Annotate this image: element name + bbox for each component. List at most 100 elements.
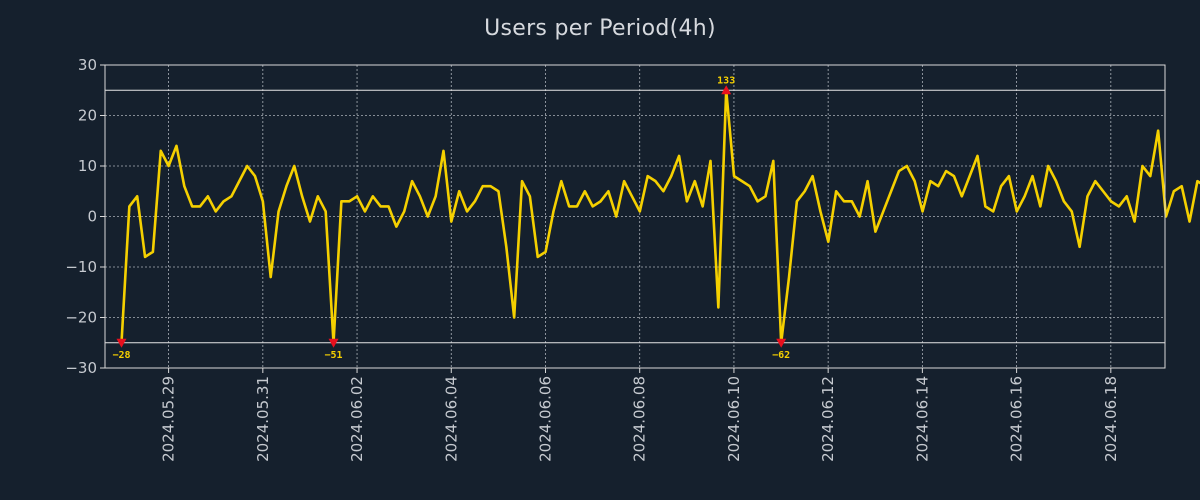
data-point — [584, 190, 586, 193]
data-point — [882, 210, 885, 213]
data-point — [309, 220, 311, 223]
y-tick-label: 30 — [78, 56, 97, 74]
data-point — [961, 195, 963, 198]
data-point — [371, 195, 374, 198]
x-tick-label: 2024.06.14 — [913, 376, 931, 462]
data-point — [1196, 180, 1199, 182]
data-point — [654, 180, 657, 182]
data-point — [1015, 210, 1018, 213]
data-point — [128, 205, 131, 208]
data-point — [913, 180, 916, 182]
data-point — [536, 256, 539, 258]
plot-frame — [104, 64, 1166, 369]
data-point — [764, 195, 767, 198]
data-point — [521, 180, 523, 182]
data-point — [207, 195, 209, 198]
data-point — [717, 306, 720, 309]
reference-lines — [105, 89, 1165, 344]
data-point — [152, 251, 154, 253]
data-point — [434, 195, 437, 198]
annotation-marker — [721, 85, 732, 95]
data-point — [693, 180, 696, 182]
data-point — [701, 205, 704, 208]
data-point — [803, 190, 806, 193]
data-point — [387, 205, 390, 208]
data-point — [403, 210, 406, 213]
data-point — [968, 175, 971, 177]
data-point — [646, 175, 649, 177]
data-point — [858, 215, 861, 218]
data-point — [1063, 200, 1065, 203]
series-layer — [120, 88, 1200, 345]
data-point — [929, 180, 932, 182]
data-point — [670, 175, 673, 177]
data-point — [175, 145, 178, 147]
data-point — [662, 190, 665, 193]
data-point — [497, 190, 500, 193]
data-point — [1141, 165, 1144, 167]
data-point — [159, 150, 162, 152]
data-point — [262, 200, 264, 203]
data-point — [599, 200, 602, 203]
data-point — [898, 170, 900, 172]
data-point — [874, 230, 877, 233]
data-point — [568, 205, 570, 208]
data-point — [615, 215, 618, 218]
data-point — [1000, 185, 1002, 187]
data-point — [1118, 205, 1120, 208]
data-point — [340, 200, 343, 203]
x-tick-label: 2024.06.02 — [348, 376, 366, 462]
data-point — [238, 180, 241, 182]
data-point — [1023, 195, 1026, 198]
annotation-marker — [776, 338, 787, 348]
data-point — [513, 316, 515, 319]
data-point — [772, 160, 775, 162]
data-point — [395, 225, 398, 228]
grid-layer — [105, 65, 1165, 368]
y-tick-label: 0 — [87, 208, 97, 226]
data-point — [631, 195, 633, 198]
data-point — [921, 210, 924, 213]
annotation-label: −51 — [325, 350, 343, 361]
data-point — [277, 210, 280, 213]
data-point — [481, 185, 484, 187]
x-tick-label: 2024.06.18 — [1102, 376, 1120, 462]
x-tick-label: 2024.06.16 — [1008, 376, 1026, 462]
data-point — [442, 150, 445, 152]
data-point — [1039, 205, 1042, 208]
x-tick-label: 2024.06.04 — [442, 376, 460, 462]
data-point — [607, 190, 610, 193]
data-point — [379, 205, 382, 208]
annotation-marker — [328, 338, 339, 348]
data-point — [678, 155, 680, 157]
data-point — [756, 200, 759, 203]
data-point — [552, 210, 555, 213]
data-point — [317, 195, 319, 198]
data-point — [741, 180, 743, 182]
x-tick-label: 2024.06.08 — [631, 376, 649, 462]
data-point — [301, 195, 303, 198]
data-point — [1133, 220, 1136, 223]
data-point — [576, 205, 578, 208]
axis-layer: 30 20 10 0 −10 −20 −30 2024.05.29 2024.05.31 2024… — [65, 56, 1166, 462]
data-point — [984, 205, 987, 208]
data-point — [819, 210, 822, 213]
data-point — [937, 185, 940, 187]
chart-title: Users per Period(4h) — [484, 16, 716, 41]
data-point — [293, 165, 296, 167]
y-tick-label: −20 — [65, 309, 97, 327]
data-point — [1047, 165, 1049, 167]
data-point — [426, 215, 429, 218]
data-point — [709, 160, 712, 162]
data-point — [419, 195, 421, 198]
y-tick-label: 10 — [78, 157, 97, 175]
data-point — [788, 276, 790, 278]
data-point — [450, 220, 453, 223]
data-point — [356, 195, 358, 198]
data-point — [474, 200, 476, 203]
data-point — [489, 185, 492, 187]
data-point — [906, 165, 908, 167]
data-point — [976, 155, 979, 157]
data-point — [364, 210, 366, 213]
data-point — [1157, 129, 1159, 132]
